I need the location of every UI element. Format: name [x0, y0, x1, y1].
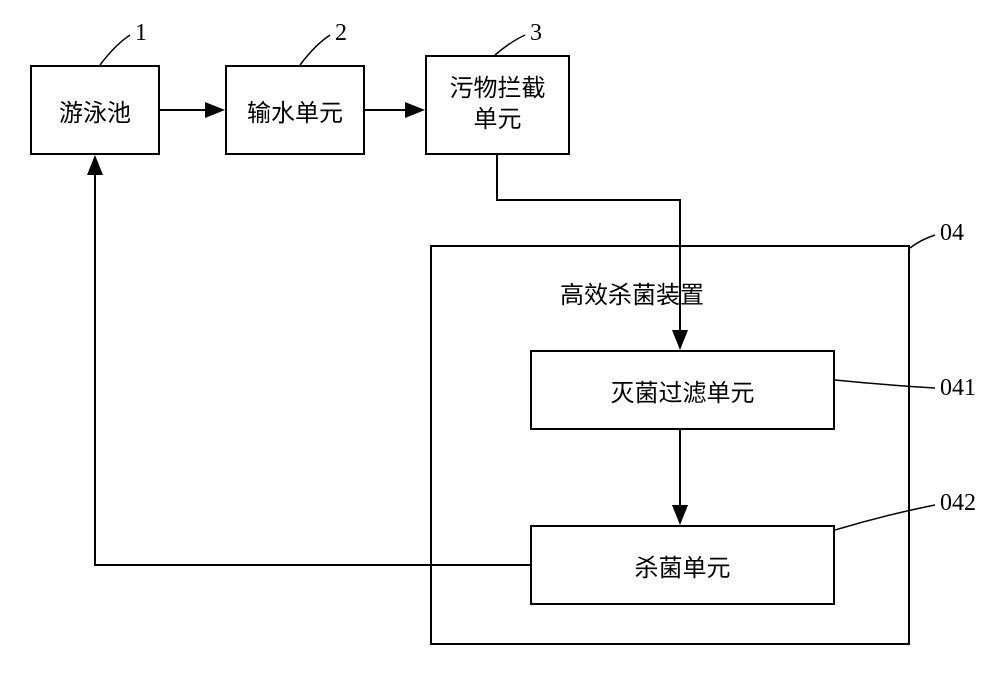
node-filter-unit: 灭菌过滤单元 [530, 350, 835, 430]
leader-2 [300, 35, 330, 65]
ref-label-04: 04 [940, 220, 964, 247]
node-interception: 污物拦截 单元 [425, 55, 570, 155]
node-pool-label: 游泳池 [59, 93, 131, 128]
ref-label-3: 3 [530, 20, 542, 47]
node-pool: 游泳池 [30, 65, 160, 155]
ref-label-042: 042 [940, 490, 976, 517]
node-filter-label: 灭菌过滤单元 [611, 373, 755, 408]
ref-label-1: 1 [135, 20, 147, 47]
container-title: 高效杀菌装置 [560, 275, 704, 310]
leader-04 [910, 235, 935, 248]
node-sterilize-label: 杀菌单元 [635, 548, 731, 583]
node-interception-label: 污物拦截 单元 [450, 74, 546, 136]
ref-label-2: 2 [335, 20, 347, 47]
node-water-transport-label: 输水单元 [247, 93, 343, 128]
leader-3 [495, 35, 525, 55]
leader-1 [100, 35, 130, 65]
ref-label-041: 041 [940, 375, 976, 402]
node-sterilize-unit: 杀菌单元 [530, 525, 835, 605]
node-water-transport: 输水单元 [225, 65, 365, 155]
